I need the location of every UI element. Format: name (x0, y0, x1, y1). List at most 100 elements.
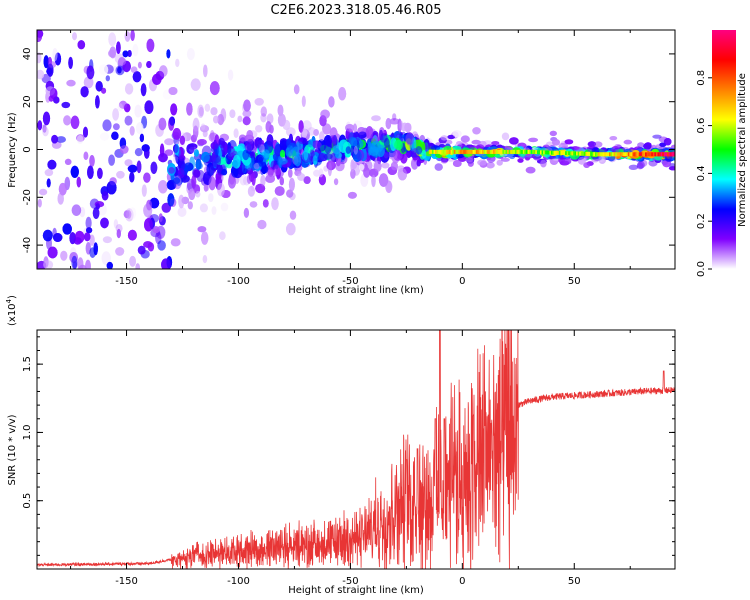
spectrogram-cell (191, 174, 197, 189)
spectrogram-cell (173, 144, 179, 154)
spectrogram-cell (134, 148, 143, 157)
spectrogram-cell (175, 58, 180, 68)
spectrogram-cell (242, 116, 251, 126)
spectrogram-cell (279, 176, 284, 186)
spectrogram-cell (191, 134, 197, 143)
spectrogram-cell (119, 100, 128, 109)
spectrogram-cell (371, 174, 376, 188)
spectrogram-cell (312, 155, 318, 165)
spectrogram-cell (500, 157, 510, 162)
spectrogram-cell (501, 132, 510, 141)
spectrogram-cell (47, 159, 57, 170)
spectrogram-cell (181, 196, 190, 205)
spectrogram-cell (260, 106, 267, 117)
spectrogram-cell (255, 125, 263, 133)
spectrogram-cell (477, 159, 487, 166)
spectrogram-cell (70, 165, 79, 178)
spectrogram-cell (99, 132, 110, 141)
spectrogram-cell (323, 165, 329, 172)
spectrogram-cell (112, 108, 119, 121)
spectrogram-cell (168, 87, 178, 95)
spectrogram-cell (249, 201, 258, 208)
spectrogram-cell (48, 95, 54, 102)
spectrogram-cell (552, 139, 560, 146)
spectrogram-cell (37, 30, 43, 42)
spectrogram-cell (136, 122, 144, 135)
spectrogram-cell (174, 290, 180, 297)
spectrogram-cell (37, 120, 43, 131)
spectrogram-cell (319, 131, 325, 142)
spectrogram-cell (644, 142, 652, 148)
spectrogram-cell (200, 123, 206, 130)
spectrogram-cell (74, 230, 85, 244)
spectrogram-cell (195, 190, 201, 198)
spectrogram-cell (243, 176, 251, 186)
spectrogram-cell (83, 232, 91, 242)
spectrogram-cell (396, 165, 405, 172)
spectrogram-cell (209, 81, 220, 96)
spectrogram-cell (243, 207, 249, 218)
spectrogram-cell (197, 139, 207, 146)
spectrogram-cell (201, 231, 209, 245)
spectrogram-cell (129, 126, 135, 136)
spectrogram-cell (178, 160, 186, 171)
spectrogram-cell (301, 128, 308, 138)
spectrogram-cell (146, 38, 155, 53)
spectrogram-cell (188, 188, 196, 200)
spectrogram-cell (260, 174, 266, 187)
spectrogram-cell (378, 173, 389, 187)
spectrogram-cell (190, 78, 201, 91)
spectrogram-cell (158, 117, 167, 131)
spectrogram-cell (243, 168, 248, 175)
spectrogram-cell (271, 197, 279, 211)
snr-y-label: SNR (10 * v/v) (7, 414, 18, 485)
spectrogram-cell (158, 180, 168, 194)
spectrogram-cell (111, 131, 119, 140)
spectrogram-cell (109, 46, 117, 59)
spectrogram-cell (58, 182, 67, 196)
spectrogram-cell (170, 238, 181, 247)
spectrogram-cell (293, 84, 300, 95)
spectrogram-cell (239, 174, 247, 186)
spectrogram-cell (116, 228, 121, 239)
spectrogram-cell (77, 40, 86, 50)
spectrogram-cell (152, 226, 160, 234)
spectrogram-cell (146, 61, 152, 68)
spectrogram-cell (257, 219, 267, 230)
spectrogram-cell (308, 139, 313, 148)
spectrogram-cell (127, 229, 137, 241)
spectrogram-cell (116, 170, 125, 179)
spectrogram-cell (294, 169, 302, 177)
spectrogram-cell (137, 245, 146, 255)
spectrogram-cell (347, 191, 357, 199)
spectrogram-cell (125, 208, 134, 222)
spectrogram-cell (178, 194, 185, 209)
spectrogram-cell (254, 98, 264, 106)
spectrogram-cell (255, 183, 266, 194)
spectrogram-cell (200, 123, 206, 130)
spectrogram-cell (56, 136, 66, 143)
spectrogram-cell (663, 138, 672, 146)
spectrogram-cell (77, 40, 86, 50)
spectrogram-cell (200, 125, 209, 133)
spectrogram-cell (509, 137, 519, 145)
spectrogram-cell (108, 49, 116, 58)
spectrogram-cell (97, 203, 107, 216)
spectrogram-cell (496, 159, 503, 166)
spectrogram-cell (141, 184, 147, 197)
spectrogram-cell (70, 115, 80, 129)
spectrogram-cell (140, 83, 147, 97)
spectrogram-cell (76, 176, 82, 188)
spectrogram-cell (170, 0, 178, 1)
spectrogram-cell (186, 178, 196, 192)
spectrogram-cell (136, 122, 144, 135)
spectrogram-cell (350, 168, 356, 179)
spectrogram-cell (129, 126, 135, 136)
spectrogram-cell (319, 115, 327, 127)
spectrogram-cell (320, 109, 330, 119)
spectrogram-cell (491, 141, 500, 146)
spectrogram-cell (293, 84, 300, 95)
spectrogram-cell (178, 132, 187, 144)
snr-y-multiplier: (x104) (5, 295, 18, 326)
spectrogram-cell (208, 176, 216, 191)
